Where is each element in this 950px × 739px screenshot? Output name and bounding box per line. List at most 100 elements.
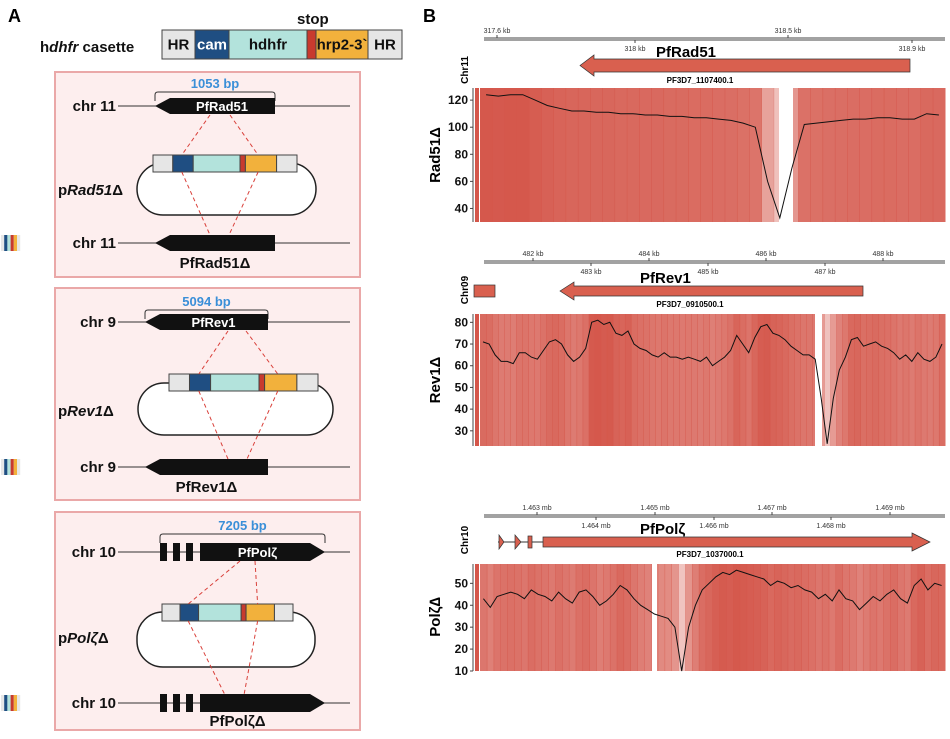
coverage-stripe	[859, 88, 873, 222]
coverage-stripe	[830, 314, 837, 446]
integration-dashes	[187, 620, 259, 696]
coverage-stripe	[920, 314, 928, 446]
exon	[186, 694, 193, 712]
coverage-stripe	[612, 314, 620, 446]
cassette-segment	[172, 154, 194, 173]
coverage-stripe	[908, 88, 922, 222]
cassette-segment	[244, 154, 278, 173]
coverage-stripe	[657, 564, 666, 671]
exon	[527, 535, 533, 549]
coverage-stripe	[878, 314, 886, 446]
axis-tick-label: 487 kb	[814, 269, 835, 276]
insert-stripe	[1, 235, 5, 251]
bracket	[159, 533, 326, 543]
knockout-result-label: PfRad51Δ	[180, 255, 251, 272]
coverage-stripe	[733, 564, 741, 671]
coverage-stripe	[848, 314, 855, 446]
gene-arrow	[200, 543, 325, 561]
coverage-stripe	[739, 314, 747, 446]
exon	[186, 543, 193, 561]
coverage-stripe	[781, 314, 789, 446]
coverage-stripe	[835, 564, 843, 671]
coverage-stripe	[651, 88, 665, 222]
coverage-stripe	[727, 314, 735, 446]
coverage-stripe	[480, 88, 493, 222]
plasmid-label-part: p	[58, 630, 67, 647]
coverage-stripe	[562, 564, 570, 671]
panel-b-letter: B	[423, 6, 436, 26]
cassette-segment	[273, 603, 294, 622]
coverage-stripe	[555, 564, 563, 671]
coverage-stripe	[577, 88, 591, 222]
coverage-stripe	[709, 314, 717, 446]
axis-tick-label: 483 kb	[580, 269, 601, 276]
coverage-stripe	[685, 314, 692, 446]
stop-label: stop	[297, 11, 329, 28]
chromosome-label: Chr11	[460, 56, 471, 84]
coverage-stripe	[883, 88, 897, 222]
coverage-stripe	[828, 564, 837, 671]
coverage-stripe	[856, 564, 864, 671]
coverage-stripe	[552, 314, 560, 446]
coverage-stripe	[514, 564, 522, 671]
coverage-stripe	[761, 88, 775, 222]
insert-stripe	[17, 235, 21, 251]
coverage-stripe	[486, 564, 495, 671]
coverage-stripe	[719, 564, 727, 671]
axis-tick-label: 482 kb	[522, 251, 543, 258]
coverage-stripe	[836, 314, 843, 446]
coverage-stripe	[739, 564, 748, 671]
coverage-stripe	[854, 314, 861, 446]
gene-title: PfRad51	[656, 44, 716, 61]
chromosome-label: chr 9	[80, 459, 116, 476]
bracket	[144, 309, 269, 319]
cassette-segment	[192, 154, 241, 173]
axis-tick-label: 486 kb	[755, 251, 776, 258]
coverage-stripe	[564, 314, 572, 446]
coverage-stripe	[590, 88, 603, 222]
coverage-stripe	[712, 564, 720, 671]
coverage-stripe	[507, 564, 515, 671]
axis-tick-label: 485 kb	[697, 269, 718, 276]
coverage-stripe	[516, 88, 530, 222]
cassette-segment	[168, 373, 190, 392]
coverage-stripe	[872, 314, 880, 446]
cassette-segment	[198, 603, 242, 622]
homology-dashes	[181, 114, 259, 156]
coverage-stripe	[876, 564, 884, 671]
y-tick-label: 40	[455, 402, 469, 416]
coverage-stripe	[594, 314, 602, 446]
coverage-track-1: 317.6 kb 318.5 kb 318 kb 318.9 kb Chr11 PfRad…	[427, 28, 946, 222]
segment-label: cam	[197, 37, 227, 54]
cassette-segment	[179, 603, 200, 622]
coverage-stripe	[938, 564, 946, 671]
coverage-stripe	[931, 564, 939, 671]
segment-label: HR	[168, 37, 190, 54]
coverage-stripe	[775, 314, 783, 446]
coverage-stripe	[757, 314, 765, 446]
coverage-stripe	[780, 564, 789, 671]
coverage-stripe	[890, 564, 898, 671]
coverage-stripe	[534, 314, 541, 446]
coverage-stripe	[521, 564, 529, 671]
axis-tick-label: 1.469 mb	[875, 505, 904, 512]
exon	[173, 543, 180, 561]
coverage-stripe	[663, 88, 677, 222]
bracket	[154, 91, 276, 101]
coverage-stripe	[924, 564, 932, 671]
coverage-stripe	[504, 314, 511, 446]
y-tick-label: 80	[455, 315, 469, 329]
axis-tick-label: 484 kb	[638, 251, 659, 258]
insert-stripe	[13, 235, 17, 251]
coverage-stripe	[815, 564, 823, 671]
coverage-stripe	[902, 314, 910, 446]
coverage-stripe	[938, 314, 946, 446]
insert-stripe	[17, 459, 21, 475]
chromosome-label: chr 9	[80, 314, 116, 331]
cassette-segment	[210, 373, 260, 392]
y-tick-label: 60	[455, 174, 469, 188]
axis-tick-label: 1.464 mb	[581, 523, 610, 530]
coverage-stripe	[862, 564, 871, 671]
cassette-segment	[258, 373, 266, 392]
